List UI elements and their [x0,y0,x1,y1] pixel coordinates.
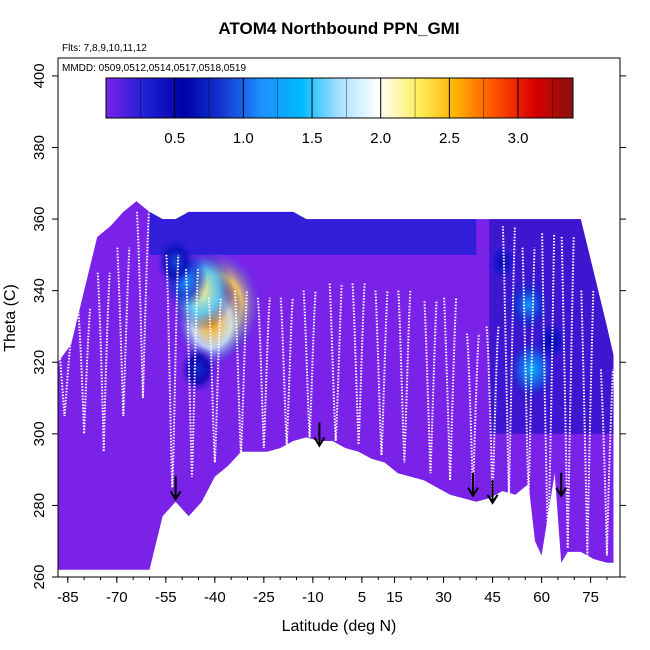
y-tick-label: 280 [31,493,48,518]
arrow-head [486,494,499,505]
hotspot [156,237,195,287]
y-tick-label: 340 [31,278,48,303]
arrow-head [467,487,479,498]
flights-note: Flts: 7,8,9,10,11,12 [62,43,147,54]
y-axis-label: Theta (C) [2,284,19,352]
x-tick-label: 60 [533,589,550,606]
y-tick-label: 360 [31,207,48,232]
flight-profiles [58,211,614,556]
colorbar-tick-label: 1.0 [233,130,254,147]
flight-profile [423,301,438,474]
y-tick-label: 320 [31,350,48,375]
flight-profile [207,297,222,463]
flight-profile [328,283,343,442]
flight-profile [541,233,556,549]
hotspot [506,276,551,334]
band-south [149,211,477,255]
colorbar-tick-label: 0.5 [164,130,185,147]
flight-profile [58,340,72,417]
x-tick-label: -25 [253,589,275,606]
down-arrow-icon [169,476,182,502]
colorbar-gradient [105,77,574,119]
y-tick-label: 400 [31,63,48,88]
colorbar-tick-label: 2.5 [439,130,460,147]
x-tick-label: 5 [358,589,366,606]
arrow-markers [169,422,568,505]
flight-profile [256,297,271,449]
arrow-head [313,437,326,448]
colorbar-tick-label: 2.0 [370,130,391,147]
down-arrow-icon [313,422,326,448]
flight-profile [521,247,536,499]
y-tick-label: 300 [31,421,48,446]
flight-profile [302,290,317,438]
arrow-head [169,490,182,502]
x-tick-label: -70 [106,589,128,606]
flight-profile [279,297,294,445]
flight-profile [116,247,131,416]
flight-profile [397,290,412,463]
x-tick-label: 30 [435,589,452,606]
x-tick-label: -85 [57,589,79,606]
flight-profile [501,226,516,495]
down-arrow-icon [555,472,568,498]
colorbar: 0.5 1.0 1.5 2.0 2.5 3.0 [105,77,574,147]
colorbar-tick-label: 1.5 [302,130,323,147]
flight-profile [599,369,614,556]
flight-profile [465,333,480,492]
x-axis-label: Latitude (deg N) [282,618,397,635]
x-tick-label: -10 [302,589,324,606]
colorbar-tick-label: 3.0 [508,130,529,147]
x-tick-label: 75 [582,589,599,606]
axes: -85 -70 -55 -40 -25 -10 5 15 30 45 60 75 260 280 300 32… [31,63,626,606]
flight-profile [351,283,366,445]
x-tick-label: 15 [386,589,403,606]
chart-title: ATOM4 Northbound PPN_GMI [218,19,459,38]
down-arrow-icon [486,479,499,505]
y-tick-label: 260 [31,564,48,589]
flight-profile [580,290,595,556]
flight-profile [443,297,458,481]
x-tick-label: -40 [204,589,226,606]
flight-profile [165,254,180,488]
x-tick-label: 45 [484,589,501,606]
x-tick-label: -55 [155,589,177,606]
y-tick-label: 380 [31,135,48,160]
arrow-head [555,487,568,498]
hotspot [487,242,518,283]
dates-note: MMDD: 0509,0512,0514,0517,0518,0519 [62,63,246,74]
plot-frame [57,57,621,578]
flight-profile [135,211,150,399]
flight-profile [184,269,199,477]
down-arrow-icon [467,472,479,498]
